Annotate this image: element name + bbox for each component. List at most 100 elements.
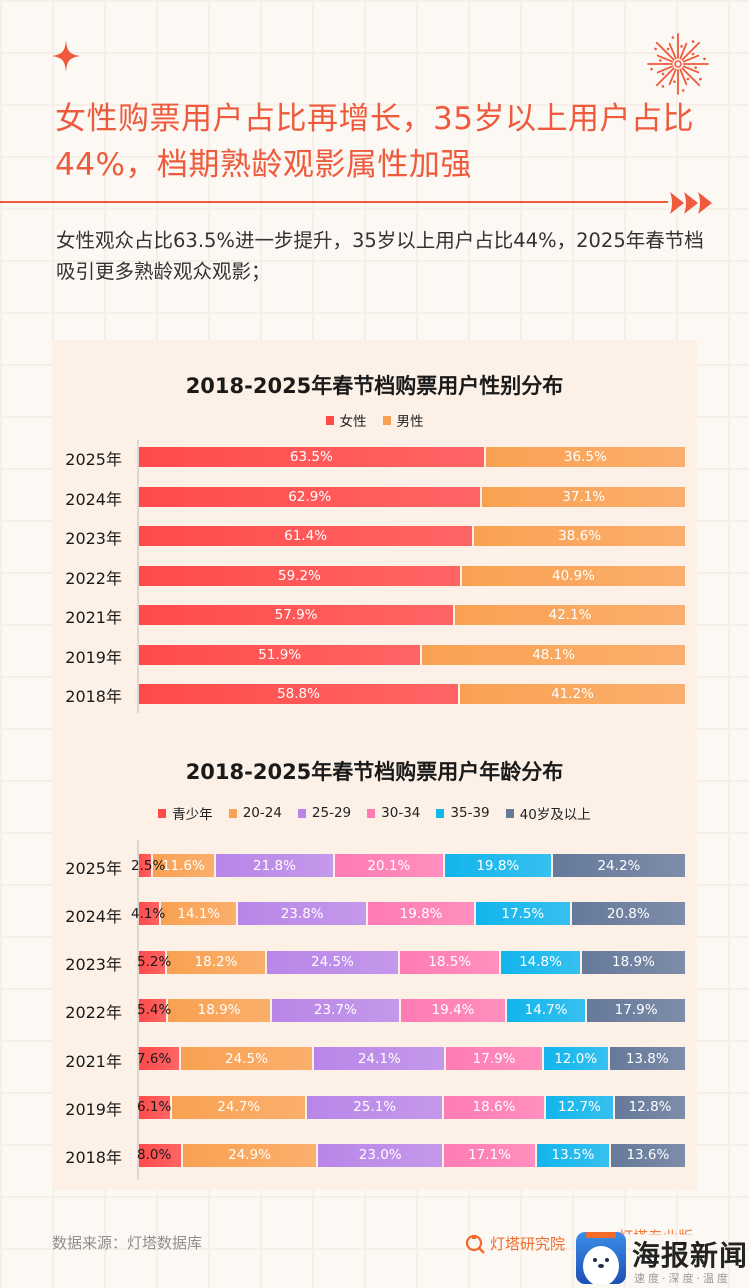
summary-text: 女性观众占比63.5%进一步提升，35岁以上用户占比44%，2025年春节档吸引… xyxy=(56,229,704,283)
dengta-research-brand: 灯塔研究院 xyxy=(464,1232,565,1254)
bar-segment: 6.1% xyxy=(137,1095,172,1119)
bar-segment: 5.4% xyxy=(137,998,171,1022)
legend-label: 青少年 xyxy=(172,807,213,823)
data-label: 18.5% xyxy=(428,954,472,971)
data-label: 21.8% xyxy=(253,857,296,874)
bar-segment: 13.6% xyxy=(610,1143,685,1167)
bar-segment: 20.1% xyxy=(335,854,443,877)
y-tick-label: 2019年 xyxy=(65,647,122,667)
legend-swatch xyxy=(297,808,306,818)
data-label: 13.6% xyxy=(626,1147,670,1164)
bar-segment: 41.2% xyxy=(460,684,685,704)
data-label: 62.9% xyxy=(288,488,332,505)
bar-segment: 18.9% xyxy=(168,998,270,1022)
bar-segment: 40.9% xyxy=(461,565,685,586)
bar-segment: 17.9% xyxy=(446,1047,542,1071)
bar-segment: 18.9% xyxy=(581,950,685,974)
bar-segment: 19.8% xyxy=(368,902,475,926)
data-label: 7.6% xyxy=(137,1050,172,1067)
bar-segment: 14.1% xyxy=(161,902,237,926)
bar-segment: 23.0% xyxy=(318,1143,442,1167)
bar-segment: 61.4% xyxy=(139,526,473,546)
bar-segment: 62.9% xyxy=(139,486,481,507)
bar-segment: 13.8% xyxy=(609,1047,685,1071)
y-tick-label: 2018年 xyxy=(65,687,122,706)
bar-segment: 19.8% xyxy=(444,854,551,877)
data-label: 23.8% xyxy=(280,905,324,922)
bar-segment: 25.1% xyxy=(307,1095,443,1119)
bar-segment: 38.6% xyxy=(474,526,685,546)
bar-segment: 23.7% xyxy=(271,998,400,1022)
y-tick-label: 2023年 xyxy=(65,955,122,975)
data-label: 24.9% xyxy=(228,1147,271,1164)
bar-segment: 63.5% xyxy=(139,447,484,467)
lighthouse-search-icon xyxy=(465,1234,485,1254)
data-label: 42.1% xyxy=(548,607,592,623)
data-label: 17.5% xyxy=(501,905,545,922)
data-label: 24.2% xyxy=(597,857,641,874)
age-chart-legend: 青少年 20-24 25-29 30-34 35-39 40岁及以上 xyxy=(52,803,697,823)
bar-segment: 17.5% xyxy=(476,902,570,926)
bar-segment: 24.5% xyxy=(180,1047,313,1071)
data-label: 24.5% xyxy=(225,1050,268,1067)
data-label: 19.8% xyxy=(476,857,520,874)
bar-segment: 14.7% xyxy=(507,998,586,1022)
legend-swatch xyxy=(382,415,391,425)
data-source: 数据来源：灯塔数据库 xyxy=(52,1234,203,1252)
y-tick-label: 2024年 xyxy=(65,489,122,509)
data-label: 4.1% xyxy=(131,905,166,922)
bar-segment: 37.1% xyxy=(482,486,685,507)
y-tick-label: 2021年 xyxy=(65,608,122,627)
bar-segment: 23.8% xyxy=(238,902,367,926)
haibo-name: 海报新闻 xyxy=(632,1239,749,1272)
data-label: 20.1% xyxy=(367,857,411,874)
seal-logo-icon xyxy=(576,1232,626,1284)
data-label: 2.5% xyxy=(131,857,166,874)
y-tick-label: 2025年 xyxy=(65,450,122,469)
data-label: 5.4% xyxy=(137,1002,172,1019)
bar-segment: 24.1% xyxy=(314,1047,445,1071)
bar-segment: 13.5% xyxy=(537,1143,609,1167)
y-tick-label: 2022年 xyxy=(65,568,122,588)
bar-segment: 57.9% xyxy=(139,605,454,625)
legend-swatch xyxy=(505,808,514,818)
bar-segment: 36.5% xyxy=(485,447,685,467)
bar-segment: 8.0% xyxy=(137,1143,181,1167)
bar-segment: 24.7% xyxy=(172,1095,306,1119)
bar-segment: 12.8% xyxy=(615,1095,685,1119)
bar-segment: 59.2% xyxy=(139,565,460,586)
legend-label: 20-24 xyxy=(242,805,282,821)
bar-segment: 12.0% xyxy=(543,1047,608,1071)
bar-segment: 18.2% xyxy=(167,950,265,974)
legend-item: 女性 xyxy=(325,410,367,430)
y-axis-line xyxy=(137,440,139,713)
data-label: 6.1% xyxy=(137,1099,172,1115)
legend-swatch xyxy=(158,808,167,818)
data-label: 41.2% xyxy=(551,686,594,702)
legend-swatch xyxy=(228,808,237,818)
data-label: 14.7% xyxy=(524,1002,568,1019)
data-label: 24.1% xyxy=(357,1050,401,1067)
data-label: 38.6% xyxy=(558,528,602,544)
bar-segment: 2.5% xyxy=(131,854,165,877)
legend-item: 40岁及以上 xyxy=(505,803,591,823)
data-label: 18.9% xyxy=(197,1002,241,1019)
bar-segment: 7.6% xyxy=(137,1047,179,1071)
legend-label: 35-39 xyxy=(450,805,490,821)
legend-swatch xyxy=(367,808,376,818)
data-label: 25.1% xyxy=(353,1099,397,1115)
bar-segment: 5.2% xyxy=(137,950,171,974)
haibo-slogan: 速度·深度·温度 xyxy=(634,1272,731,1285)
data-label: 18.9% xyxy=(612,954,655,971)
divider-line xyxy=(0,201,668,203)
bar-segment: 42.1% xyxy=(455,605,685,625)
y-tick-label: 2018年 xyxy=(65,1148,122,1168)
bar-segment: 18.6% xyxy=(444,1095,544,1119)
legend-item: 20-24 xyxy=(228,803,282,823)
legend-label: 男性 xyxy=(396,414,424,430)
y-tick-label: 2021年 xyxy=(65,1051,122,1071)
bar-segment: 24.2% xyxy=(552,854,685,877)
y-tick-label: 2023年 xyxy=(65,529,122,548)
legend-label: 女性 xyxy=(339,414,367,430)
data-label: 63.5% xyxy=(289,449,333,465)
